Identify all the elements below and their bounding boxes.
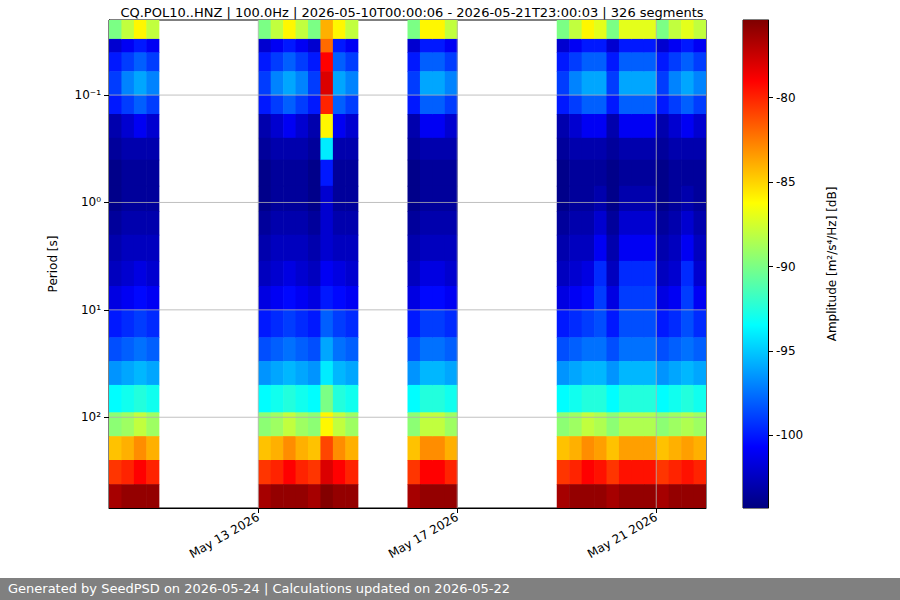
svg-text:May 21 2026: May 21 2026 xyxy=(585,510,660,561)
svg-text:10¹: 10¹ xyxy=(81,303,101,317)
svg-text:Generated by SeedPSD on 2026-0: Generated by SeedPSD on 2026-05-24 | Cal… xyxy=(8,581,510,596)
svg-text:10⁻¹: 10⁻¹ xyxy=(75,88,102,102)
svg-text:-90: -90 xyxy=(776,260,796,274)
svg-text:Amplitude [m²/s⁴/Hz] [dB]: Amplitude [m²/s⁴/Hz] [dB] xyxy=(825,187,839,342)
svg-text:May 17 2026: May 17 2026 xyxy=(386,510,461,561)
svg-text:-95: -95 xyxy=(776,344,796,358)
svg-text:-85: -85 xyxy=(776,175,796,189)
svg-text:May 13 2026: May 13 2026 xyxy=(187,510,262,561)
svg-text:CQ.POL10..HNZ | 100.0Hz | 2026: CQ.POL10..HNZ | 100.0Hz | 2026-05-10T00:… xyxy=(120,5,703,20)
svg-text:Period [s]: Period [s] xyxy=(46,236,60,293)
svg-text:10⁰: 10⁰ xyxy=(81,195,101,209)
svg-text:10²: 10² xyxy=(81,410,101,424)
svg-text:-80: -80 xyxy=(776,91,796,105)
svg-text:-100: -100 xyxy=(776,428,803,442)
